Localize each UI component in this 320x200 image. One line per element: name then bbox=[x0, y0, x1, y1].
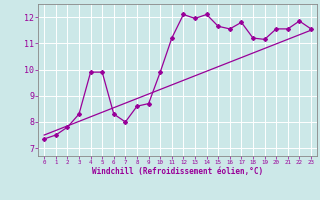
X-axis label: Windchill (Refroidissement éolien,°C): Windchill (Refroidissement éolien,°C) bbox=[92, 167, 263, 176]
